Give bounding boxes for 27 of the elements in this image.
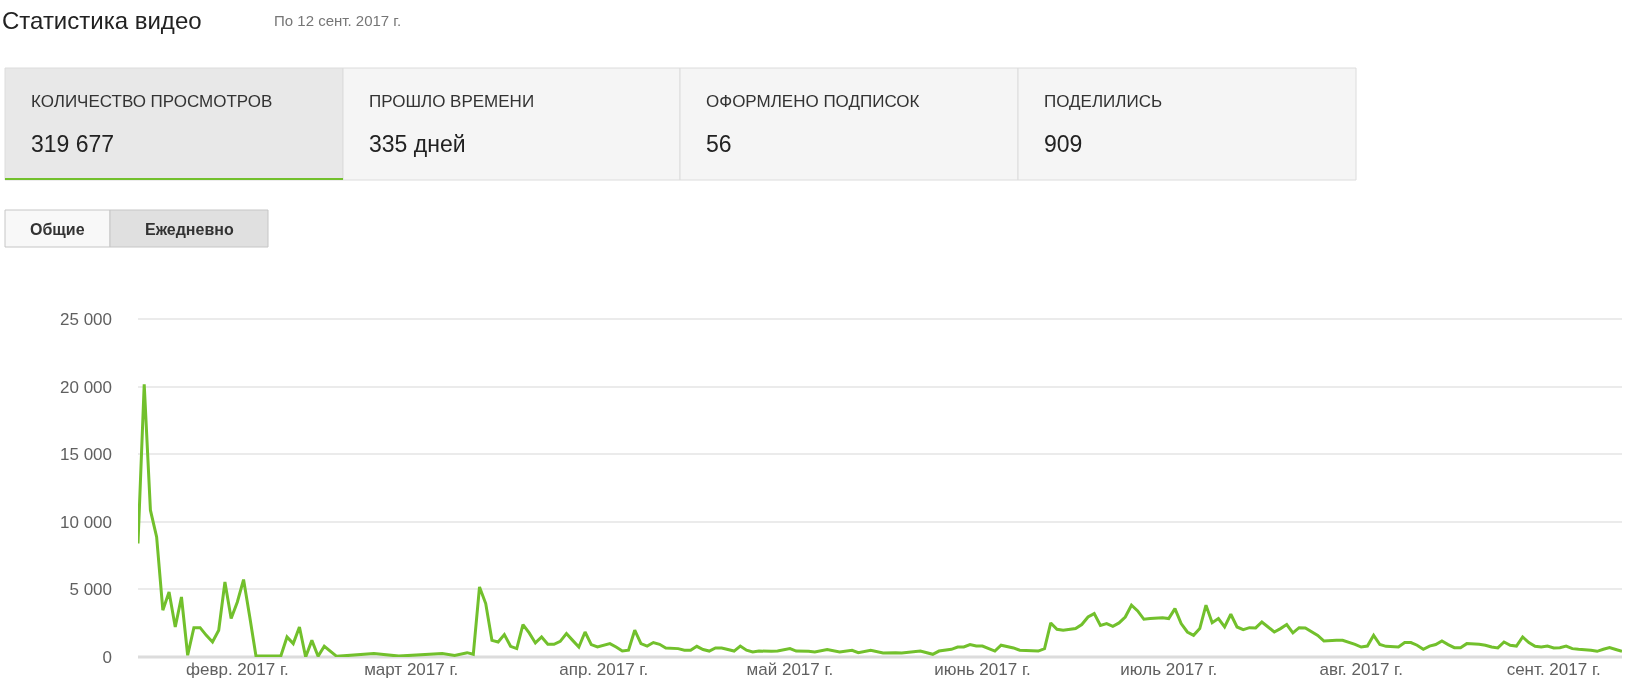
y-tick-label: 10 000: [60, 512, 112, 532]
line-series: [138, 382, 1622, 657]
x-tick-label: апр. 2017 г.: [559, 660, 649, 679]
text: Общие: [30, 221, 85, 238]
y-tick-label: 20 000: [60, 377, 112, 397]
x-tick-label: авг. 2017 г.: [1319, 660, 1403, 679]
y-tick-label: 15 000: [60, 445, 112, 465]
text: 909: [1044, 131, 1083, 157]
chart-title: Статистика видео: [2, 7, 202, 34]
text: 335 дней: [369, 131, 466, 157]
x-tick-label: июль 2017 г.: [1120, 660, 1218, 679]
y-tick-label: 5 000: [69, 580, 112, 600]
text: 56: [706, 131, 732, 157]
x-tick-label: июнь 2017 г.: [934, 660, 1031, 679]
y-tick-label: 25 000: [60, 309, 112, 329]
chart-subtitle: По 12 сент. 2017 г.: [274, 12, 402, 29]
text: ПОДЕЛИЛИСЬ: [1044, 92, 1163, 111]
x-tick-label: февр. 2017 г.: [185, 660, 289, 679]
text: ОФОРМЛЕНО ПОДПИСОК: [706, 92, 920, 111]
x-tick-label: сент. 2017 г.: [1506, 660, 1601, 679]
x-tick-label: май 2017 г.: [746, 660, 834, 679]
text: 319 677: [31, 131, 115, 157]
text: Ежедневно: [145, 221, 234, 238]
text: ПРОШЛО ВРЕМЕНИ: [369, 92, 535, 111]
y-tick-label: 0: [102, 647, 112, 667]
x-tick-label: март 2017 г.: [364, 660, 459, 679]
text: КОЛИЧЕСТВО ПРОСМОТРОВ: [31, 92, 273, 111]
